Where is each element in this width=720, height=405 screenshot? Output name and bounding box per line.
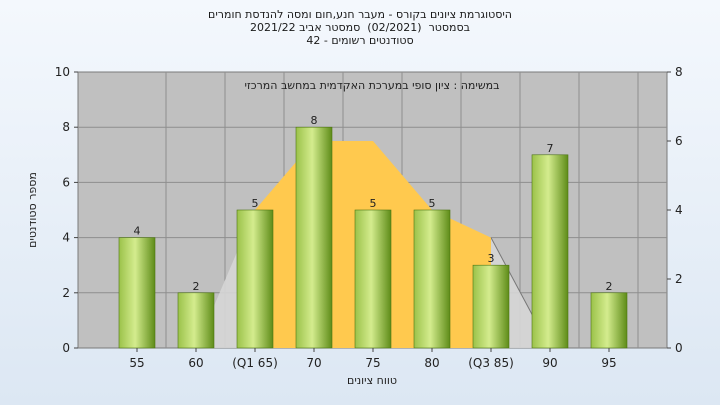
chart-subtitle-students: סטודנטים רשומים - 42 — [306, 34, 414, 47]
x-tick-label: 75 — [365, 356, 380, 370]
bar-1 — [118, 237, 156, 349]
y2-tick-label: 6 — [675, 134, 683, 148]
x-tick-label: 95 — [601, 356, 616, 370]
bar-3 — [236, 209, 274, 349]
chart-annotation: במשימה : ציון סופי במערכת האקדמית במחשב … — [245, 79, 500, 92]
bar-value-label: 5 — [370, 197, 377, 210]
x-tick-label: 80 — [424, 356, 439, 370]
bar-value-label: 4 — [134, 225, 141, 238]
bar-6 — [413, 209, 451, 349]
bar-value-label: 8 — [311, 114, 318, 127]
x-tick-label: 60 — [188, 356, 203, 370]
bar-value-label: 7 — [547, 142, 554, 155]
bar-value-label: 5 — [252, 197, 259, 210]
x-axis-ticks: 55 60 (Q1 65) 70 75 80 (Q3 85) 90 95 — [129, 348, 617, 370]
chart-subtitle-semester: בסמסטר (02/2021) סמסטר אביב 2021/22 — [249, 21, 471, 34]
chart-title: היסטוגרמת ציונים בקורס - מעבר חנע,חום ומ… — [208, 8, 512, 21]
y-tick-label: 8 — [62, 120, 70, 134]
bar-7 — [472, 264, 510, 349]
bar-value-label: 2 — [193, 280, 200, 293]
x-tick-label: (Q1 65) — [232, 356, 278, 370]
y2-tick-label: 8 — [675, 65, 683, 79]
bar-4 — [295, 126, 333, 349]
bar-5 — [354, 209, 392, 349]
y2-tick-label: 0 — [675, 341, 683, 355]
bar-value-label: 2 — [606, 280, 613, 293]
x-tick-label: 90 — [542, 356, 557, 370]
y-tick-label: 6 — [62, 175, 70, 189]
bar-value-label: 3 — [488, 252, 495, 265]
y-tick-label: 2 — [62, 286, 70, 300]
y-tick-label: 0 — [62, 341, 70, 355]
y-axis-label: מספר סטודנטים — [26, 172, 39, 248]
x-tick-label: (Q3 85) — [468, 356, 514, 370]
bar-8 — [531, 154, 569, 349]
y-axis-ticks: 0 2 4 6 8 10 — [55, 65, 78, 355]
chart-titles: היסטוגרמת ציונים בקורס - מעבר חנע,חום ומ… — [0, 8, 720, 47]
bar-9 — [590, 292, 628, 349]
y-tick-label: 4 — [62, 231, 70, 245]
y-tick-label: 10 — [55, 65, 70, 79]
y2-tick-label: 4 — [675, 203, 683, 217]
bar-value-label: 5 — [429, 197, 436, 210]
y2-axis-ticks: 0 2 4 6 8 — [667, 65, 683, 355]
x-tick-label: 70 — [306, 356, 321, 370]
gridlines — [78, 72, 667, 348]
x-axis-label: טווח ציונים — [347, 374, 397, 387]
bars — [118, 126, 628, 349]
bar-labels: 4 2 5 8 5 5 3 7 2 — [134, 114, 613, 293]
x-tick-label: 55 — [129, 356, 144, 370]
y2-tick-label: 2 — [675, 272, 683, 286]
bar-2 — [177, 292, 215, 349]
